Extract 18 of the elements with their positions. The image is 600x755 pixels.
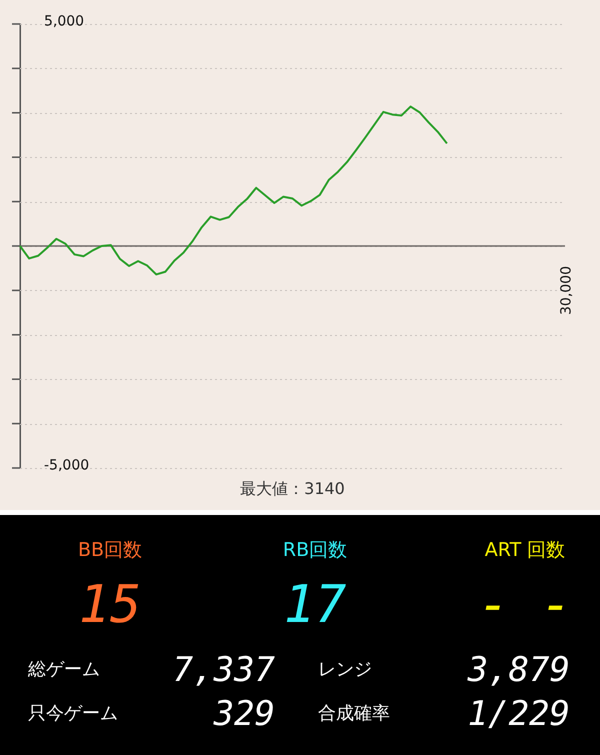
text: ART 回数	[484, 538, 566, 563]
text: 1/229	[466, 694, 570, 734]
annotation: 30,000	[558, 266, 575, 315]
text: BB回数	[76, 538, 144, 563]
text: 只今ゲーム	[28, 702, 119, 726]
text: RB回数	[282, 538, 348, 563]
text: 15	[78, 575, 142, 635]
text: 17	[282, 575, 348, 635]
text: 合成確率	[318, 702, 391, 726]
y-tick-label: -5,000	[44, 458, 90, 474]
text: 総ゲーム	[28, 658, 101, 682]
text: 最大値：3140	[240, 479, 345, 498]
text: レンジ	[318, 658, 373, 682]
text: - -	[477, 575, 573, 635]
text: 3,879	[466, 650, 570, 690]
text: 329	[212, 694, 275, 734]
text: 7,337	[172, 650, 275, 690]
y-tick-label: 5,000	[44, 14, 84, 30]
